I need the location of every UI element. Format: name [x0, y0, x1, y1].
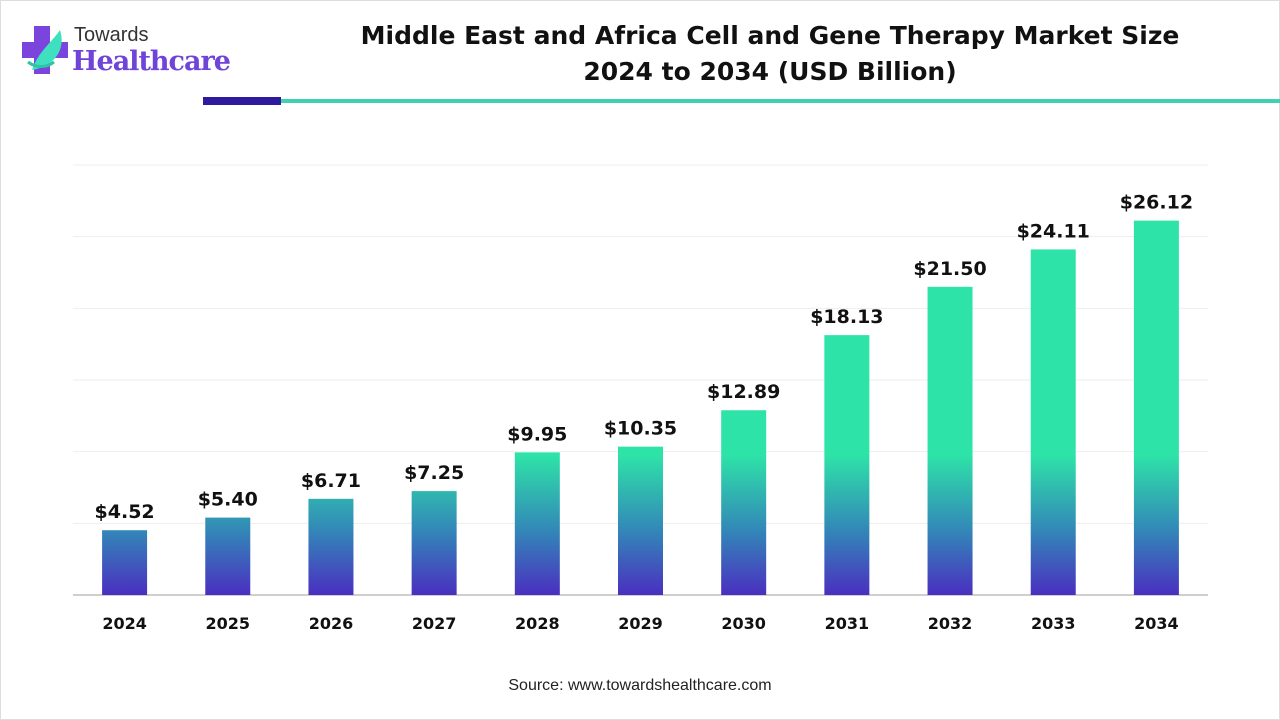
x-tick-label: 2029: [618, 614, 663, 633]
x-tick-label: 2032: [928, 614, 973, 633]
x-tick-label: 2027: [412, 614, 457, 633]
chart-title-line2: 2024 to 2034 (USD Billion): [583, 57, 957, 86]
data-label: $26.12: [1120, 192, 1193, 214]
source-note: Source: www.towardshealthcare.com: [508, 677, 772, 694]
bar-2030: [721, 410, 767, 595]
data-label: $12.89: [707, 381, 780, 403]
bar-2034: [1133, 220, 1179, 595]
x-tick-label: 2033: [1031, 614, 1076, 633]
towards-healthcare-logo: Towards Healthcare: [22, 22, 242, 82]
bar-2028: [514, 452, 560, 595]
x-tick-label: 2025: [206, 614, 251, 633]
data-label: $7.25: [404, 462, 464, 484]
data-label: $9.95: [507, 423, 567, 445]
data-label: $10.35: [604, 418, 677, 440]
data-label: $18.13: [810, 306, 883, 328]
data-label: $5.40: [198, 489, 258, 511]
bar-2033: [1030, 249, 1076, 595]
chart-title: Middle East and Africa Cell and Gene The…: [300, 18, 1240, 90]
bar-2027: [411, 491, 457, 595]
x-tick-label: 2034: [1134, 614, 1179, 633]
header-accent-teal: [281, 99, 1280, 103]
bar-2029: [618, 446, 663, 595]
bar-2032: [927, 286, 973, 595]
x-tick-label: 2028: [515, 614, 560, 633]
logo-text-healthcare: Healthcare: [72, 46, 231, 77]
bar-2024: [102, 530, 148, 595]
bar-2026: [308, 498, 354, 595]
chart-title-line1: Middle East and Africa Cell and Gene The…: [360, 21, 1180, 50]
bar-2025: [205, 517, 251, 595]
data-label: $6.71: [301, 470, 361, 492]
x-tick-label: 2024: [102, 614, 147, 633]
data-label: $21.50: [913, 258, 986, 280]
bar-2031: [824, 335, 870, 595]
data-label: $4.52: [95, 501, 155, 523]
medical-cross-leaf-icon: [22, 26, 68, 74]
header-accent-dark: [203, 97, 281, 105]
x-tick-label: 2031: [825, 614, 870, 633]
x-tick-label: 2030: [721, 614, 766, 633]
data-label: $24.11: [1017, 220, 1090, 242]
x-tick-label: 2026: [309, 614, 354, 633]
logo-text-towards: Towards: [74, 24, 149, 46]
